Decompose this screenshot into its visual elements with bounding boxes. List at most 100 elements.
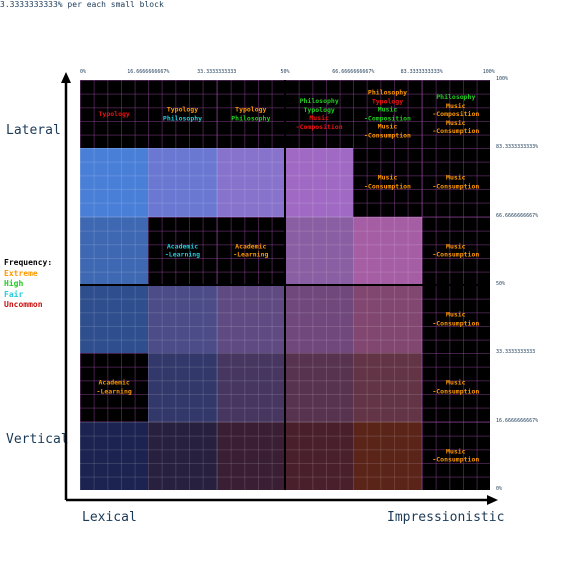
grid-fine-lines [80,353,149,422]
grid-fine-lines [216,421,285,490]
cell-label: Academic [98,378,130,387]
grid-cell [148,148,217,217]
cell-label: -Consumption [432,126,480,135]
cell-label-group: Music -Consumption [422,379,490,396]
grid-fine-lines [148,216,217,285]
x-axis-arrow-icon [487,495,498,505]
grid-cell [353,216,422,285]
y-tick-label: 66.6666666667% [496,212,539,219]
cell-label: Philosophy [231,114,271,123]
axis-label-vertical: Vertical [6,432,69,447]
grid-cell [148,421,217,490]
grid-cell [80,421,149,490]
grid-fine-lines [80,216,149,285]
grid-cell [80,148,149,217]
cell-label: Music [309,114,329,123]
cell-label: -Composition [432,109,480,118]
cell-label: -Learning [96,387,132,396]
grid-cell: Philosophy Typology Music -Composition Music… [353,80,422,149]
grid-cell: Music -Consumption [353,148,422,217]
grid-cell [216,353,285,422]
grid-fine-lines [148,148,217,217]
grid-fine-lines [80,421,149,490]
grid-cell: Academic -Learning [80,353,149,422]
frequency-legend: Frequency: Extreme High Fair Uncommon [4,258,52,311]
grid-fine-lines [353,353,422,422]
grid-fine-lines [148,80,217,149]
cell-label: Music [446,101,466,110]
grid-cell [80,216,149,285]
grid-fine-lines [353,421,422,490]
grid-cell: Music -Consumption [421,353,490,422]
cell-label-group: Academic -Learning [80,379,148,396]
cell-label-group: Music -Consumption [422,447,490,464]
cell-label: Music [446,378,466,387]
grid-cell [285,216,354,285]
grid-fine-lines [216,216,285,285]
grid-fine-lines [285,148,354,217]
y-tick-label: 0% [496,486,503,492]
x-tick-label: 33.3333333333 [197,69,237,75]
grid-fine-lines [80,148,149,217]
grid-fine-lines [148,353,217,422]
cell-label: Typology [303,105,335,114]
grid-cell [285,353,354,422]
grid-fine-lines [285,421,354,490]
cell-label: -Consumption [432,182,480,191]
cell-label: Music [446,118,466,127]
x-tick-label: 0% [80,69,87,75]
cell-label-group: Academic -Learning [148,242,216,259]
grid-fine-lines [421,353,490,422]
grid-cell [285,285,354,354]
cell-label: Music [446,310,466,319]
grid-fine-lines [285,285,354,354]
legend-item-high: High [4,279,24,288]
major-divider-horizontal [80,284,490,286]
grid-fine-lines [285,80,354,149]
cell-label: Typology [235,105,267,114]
cell-label: Academic [235,242,267,251]
cell-label: Philosophy [299,97,339,106]
cell-label-group: Philosophy Typology Music -Composition Music… [353,89,421,140]
grid-cell: Typology Philosophy [148,80,217,149]
axis-label-lateral: Lateral [6,123,61,138]
cell-label-group: Philosophy Typology Music -Composition [285,97,353,131]
grid-cell [216,285,285,354]
cell-label: Music [446,447,466,456]
x-tick-label: 83.3333333333% [400,69,443,75]
frequency-grid: Typology Typology Philosophy Typology Philos… [80,80,490,490]
cell-label-group: Music -Consumption [422,311,490,328]
legend-item-uncommon: Uncommon [4,300,43,309]
grid-fine-lines [216,148,285,217]
grid-fine-lines [80,80,149,149]
grid-fine-lines [353,216,422,285]
cell-label: -Consumption [432,250,480,259]
grid-cell [148,285,217,354]
cell-label: -Composition [364,114,411,123]
cell-label: Music [446,242,466,251]
grid-cell: Typology [80,80,149,149]
cell-label: -Learning [164,250,201,259]
cell-label-group: Typology Philosophy [148,106,216,123]
grid-fine-lines [353,285,422,354]
grid-cell: Academic -Learning [216,216,285,285]
grid-cell: Music -Consumption [421,148,490,217]
grid-cell [285,148,354,217]
grid-cell: Philosophy Typology Music -Composition [285,80,354,149]
cell-label-group: Academic -Learning [217,242,285,259]
cell-label: -Composition [295,122,343,131]
cell-label: -Consumption [364,182,411,191]
grid-cell: Music -Consumption [421,216,490,285]
grid-fine-lines [216,353,285,422]
y-tick-label: 50% [496,281,506,287]
cell-label: Music [446,173,466,182]
legend-item-fair: Fair [4,289,24,299]
grid-cell [353,353,422,422]
cell-label: -Learning [233,250,269,259]
grid-cell: Music -Consumption [421,285,490,354]
grid-cell [80,285,149,354]
grid-fine-lines [421,285,490,354]
grid-fine-lines [421,216,490,285]
legend-item-extreme: Extreme [4,268,38,278]
cell-label: Typology [166,105,199,114]
